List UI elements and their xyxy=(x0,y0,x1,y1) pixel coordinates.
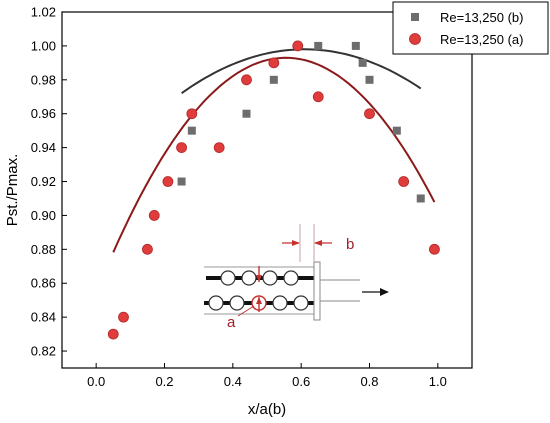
point-circle-1 xyxy=(107,328,119,340)
plot-frame xyxy=(61,11,473,369)
probe-marker-bottom-head xyxy=(256,297,262,304)
schematic-tube xyxy=(272,295,288,311)
point-circle-1 xyxy=(292,40,304,52)
schematic-tube xyxy=(262,270,278,286)
point-square-0 xyxy=(365,75,374,84)
fit-line-1 xyxy=(112,56,436,253)
point-circle-1 xyxy=(398,176,410,187)
x-tick-label: 0.2 xyxy=(155,374,173,389)
point-circle-1 xyxy=(268,57,280,69)
schematic-plate xyxy=(313,261,321,321)
y-tick-label: 0.82 xyxy=(31,344,56,359)
y-tick-label: 0.96 xyxy=(31,106,56,121)
point-square-0 xyxy=(314,41,323,50)
y-tick-label: 0.90 xyxy=(31,208,56,223)
point-square-0 xyxy=(358,58,367,67)
flow-arrow-head xyxy=(380,288,389,296)
y-tick-label: 0.84 xyxy=(31,310,56,325)
legend-label-a: Re=13,250 (a) xyxy=(440,32,523,47)
inset-label-b: b xyxy=(346,236,354,253)
x-tick-label: 0.4 xyxy=(224,374,242,389)
y-tick-label: 0.92 xyxy=(31,174,56,189)
y-tick-label: 0.88 xyxy=(31,242,56,257)
inset-label-a: a xyxy=(227,314,236,331)
data-points xyxy=(107,40,440,340)
point-circle-1 xyxy=(148,210,160,221)
point-circle-1 xyxy=(364,108,375,120)
schematic-tube xyxy=(293,295,309,311)
schematic-tube xyxy=(229,295,245,311)
y-tick-label: 1.02 xyxy=(31,5,56,20)
point-circle-1 xyxy=(213,142,225,154)
point-circle-1 xyxy=(162,176,174,187)
x-tick-label: 0.0 xyxy=(87,374,105,389)
x-tick-label: 0.8 xyxy=(360,374,378,389)
x-axis-title: x/a(b) xyxy=(248,401,286,418)
schematic-tube xyxy=(283,270,299,286)
probe-marker-top-head xyxy=(256,275,262,282)
axis-ticks: 0.0 0.2 0.4 0.6 0.8 1.0 0.82 0.84 0.86 0.88 0.90 0.… xyxy=(31,5,447,390)
point-circle-1 xyxy=(186,108,198,120)
point-circle-1 xyxy=(312,91,324,103)
point-square-0 xyxy=(177,177,186,186)
dimension-arrowhead-b-right xyxy=(314,240,322,246)
y-axis-title: Pst./Pmax. xyxy=(4,154,21,227)
point-circle-1 xyxy=(429,243,440,255)
point-circle-1 xyxy=(142,243,153,255)
dimension-arrowhead-b-left xyxy=(292,240,300,246)
x-tick-label: 0.6 xyxy=(292,374,310,389)
legend: Re=13,250 (b) Re=13,250 (a) xyxy=(392,1,549,55)
point-circle-1 xyxy=(118,311,129,323)
point-square-0 xyxy=(269,75,278,84)
y-tick-label: 1.00 xyxy=(31,38,56,53)
y-tick-label: 0.86 xyxy=(31,276,56,291)
fit-line-0 xyxy=(181,48,422,95)
point-square-0 xyxy=(187,126,196,135)
legend-box xyxy=(392,1,549,55)
point-square-0 xyxy=(416,194,425,203)
x-tick-label: 1.0 xyxy=(429,374,447,389)
tube-bank-schematic: b a xyxy=(204,224,389,331)
point-circle-1 xyxy=(241,74,252,86)
legend-label-b: Re=13,250 (b) xyxy=(440,10,523,25)
schematic-tube xyxy=(220,270,236,286)
legend-marker-b xyxy=(411,13,419,21)
schematic-tube xyxy=(241,270,257,286)
y-tick-label: 0.94 xyxy=(31,140,56,155)
legend-marker-a xyxy=(409,33,421,45)
dimension-line-a xyxy=(237,305,255,317)
point-square-0 xyxy=(351,41,360,50)
y-tick-label: 0.98 xyxy=(31,72,56,87)
point-square-0 xyxy=(242,109,251,118)
point-square-0 xyxy=(392,126,401,135)
schematic-tube xyxy=(208,295,224,311)
point-circle-1 xyxy=(176,142,187,154)
